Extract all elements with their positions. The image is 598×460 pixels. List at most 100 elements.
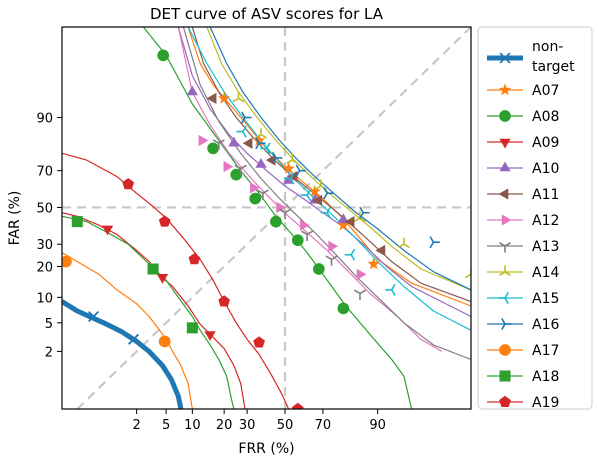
series-marker-a19 <box>218 295 230 307</box>
series-marker-non-target <box>88 310 100 323</box>
series-marker-a13-stroke <box>234 164 242 170</box>
legend-marker-a16-stroke <box>501 323 506 331</box>
series-marker-a15-stroke <box>266 147 271 155</box>
legend-label-a09: A09 <box>532 135 559 151</box>
marker-layer <box>62 49 471 409</box>
series-marker-a15-stroke <box>326 212 332 219</box>
legend-marker-a12 <box>501 214 512 226</box>
series-marker-a16-stroke <box>271 157 277 164</box>
series-line-a12 <box>177 27 443 352</box>
series-marker-a08 <box>291 234 304 247</box>
legend-marker-a07 <box>498 83 512 96</box>
series-marker-a15-stroke <box>350 254 356 261</box>
legend-label-a07: A07 <box>532 83 559 99</box>
series-marker-a13-stroke <box>212 139 220 144</box>
x-axis-label: FRR (%) <box>238 441 294 457</box>
series-marker-a15 <box>236 125 247 138</box>
series-marker-a15-stroke <box>242 125 247 133</box>
series-marker-a18 <box>186 322 198 334</box>
series-line-a14 <box>206 27 471 291</box>
legend-marker-a14-stroke <box>504 271 512 276</box>
series-marker-a13-stroke <box>353 289 361 295</box>
x-tick-label: 5 <box>162 418 170 433</box>
series-marker-a16 <box>295 164 307 177</box>
series-marker-a13-stroke <box>218 139 225 144</box>
series-line-a08 <box>142 27 413 409</box>
legend-marker-a16-stroke <box>501 317 506 325</box>
series-marker-a08 <box>270 215 282 228</box>
series-marker-a15-stroke <box>391 289 396 296</box>
legend: non-target A07 A08 A09 A10 A11 A12 A13 A14 A15 A16… <box>477 26 593 411</box>
legend-label-a14: A14 <box>532 265 559 281</box>
series-marker-a19 <box>291 402 304 409</box>
series-marker-a07 <box>308 185 321 197</box>
legend-marker-non-target <box>499 52 511 64</box>
series-marker-a15-stroke <box>326 206 332 214</box>
series-marker-a14-stroke <box>353 217 361 222</box>
series-line-non-target <box>62 299 184 409</box>
legend-marker-a15-stroke <box>504 297 509 305</box>
series-marker-a15-stroke <box>350 248 356 256</box>
series-line-a15 <box>187 27 471 331</box>
series-marker-a16-stroke <box>241 117 246 124</box>
series-marker-a16-stroke <box>295 164 301 172</box>
y-tick-label: 90 <box>36 112 53 127</box>
series-marker-a15 <box>344 248 356 261</box>
series-marker-a13-stroke <box>325 255 332 260</box>
legend-marker-a15-stroke <box>504 291 509 299</box>
series-marker-a08 <box>312 263 325 275</box>
x-tick-label: 2 <box>132 418 140 433</box>
series-marker-a09 <box>204 331 216 341</box>
series-marker-a13-stroke <box>278 208 286 214</box>
series-marker-a08 <box>337 302 350 315</box>
series-marker-a07 <box>337 218 350 231</box>
series-marker-a13-stroke <box>240 164 247 170</box>
y-tick-label: 2 <box>45 345 53 360</box>
series-marker-a14-stroke <box>403 243 410 249</box>
x-tick-label: 30 <box>239 418 256 433</box>
legend-marker-a13-stroke <box>504 242 512 247</box>
legend-label-non-target: non- <box>532 39 563 55</box>
series-marker-a14-stroke <box>397 243 405 249</box>
axis-ticks: 2 5 10 20 30 50 70 90 2 5 10 20 30 50 70 90 <box>36 112 386 433</box>
y-tick-label: 20 <box>36 260 53 275</box>
series-marker-a14-stroke <box>260 134 268 139</box>
series-marker-a16-stroke <box>241 111 246 118</box>
series-marker-a16 <box>323 187 334 200</box>
x-tick-label: 70 <box>315 418 332 433</box>
legend-label-a19: A19 <box>532 395 559 411</box>
series-marker-a07 <box>282 162 295 174</box>
legend-marker-a08 <box>499 110 511 122</box>
legend-marker-a14-stroke <box>498 271 506 276</box>
series-marker-a15-stroke <box>306 194 312 202</box>
y-tick-label: 30 <box>36 238 53 253</box>
legend-marker-a10 <box>499 161 511 172</box>
series-marker-a09 <box>101 225 114 236</box>
series-marker-a15-stroke <box>306 189 312 196</box>
series-marker-a16-stroke <box>323 192 328 200</box>
series-marker-a13 <box>301 230 314 241</box>
series-marker-a12 <box>250 182 260 194</box>
series-layer <box>62 27 471 409</box>
series-marker-a07 <box>367 257 380 270</box>
series-marker-a15-stroke <box>391 283 396 291</box>
y-tick-label: 70 <box>36 165 53 180</box>
reference-lines <box>62 26 472 410</box>
series-marker-a15 <box>385 283 396 296</box>
series-marker-a10 <box>255 158 267 168</box>
series-marker-a14-stroke <box>291 159 299 165</box>
series-marker-a14-stroke <box>464 273 471 279</box>
series-marker-a19 <box>253 336 265 348</box>
series-line-a18 <box>62 215 235 409</box>
series-marker-a14-stroke <box>314 185 322 190</box>
series-marker-a16 <box>429 236 440 249</box>
series-marker-a16 <box>255 137 266 150</box>
series-marker-a14-stroke <box>320 185 327 190</box>
series-marker-a15 <box>300 189 312 202</box>
y-tick-label: 10 <box>36 291 53 306</box>
series-marker-a14 <box>232 91 245 103</box>
series-marker-a10 <box>186 85 198 96</box>
legend-marker-a14 <box>498 265 512 276</box>
series-marker-a15 <box>260 142 271 155</box>
legend-label-non-target-line2: target <box>532 59 575 75</box>
